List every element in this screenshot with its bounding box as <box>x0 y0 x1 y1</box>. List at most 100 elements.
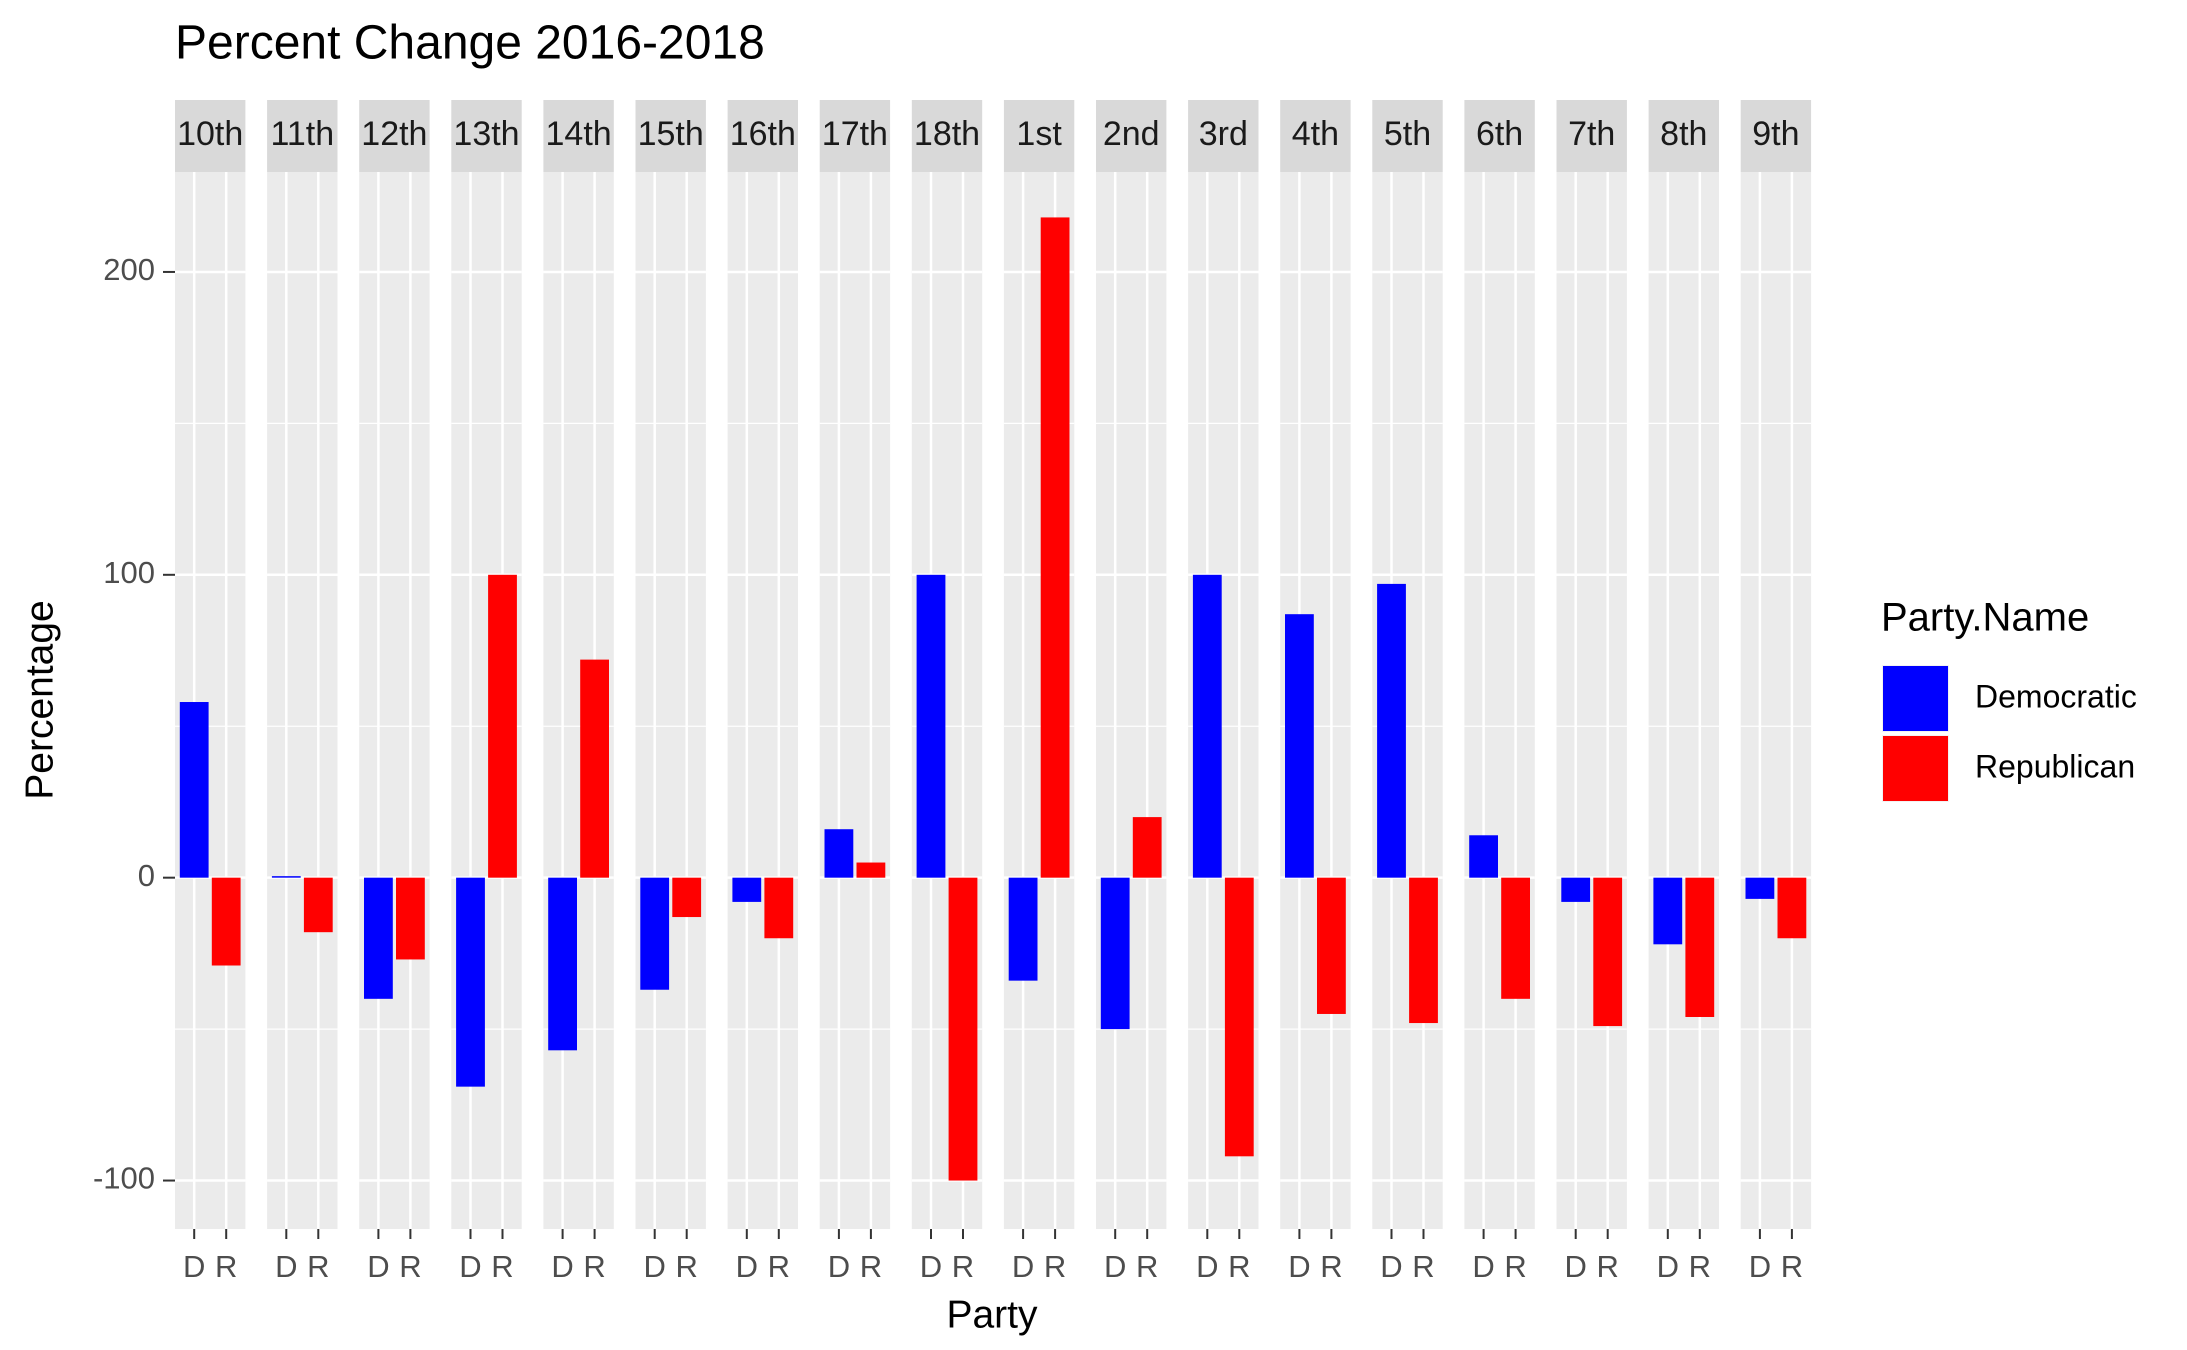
legend-label: Republican <box>1975 748 2135 784</box>
legend-title: Party.Name <box>1881 596 2089 640</box>
strip <box>451 100 522 172</box>
x-tick-label: R <box>768 1249 790 1284</box>
x-tick-label: R <box>1412 1249 1434 1284</box>
x-tick-label: R <box>676 1249 698 1284</box>
bar <box>1040 217 1070 878</box>
x-tick-label: R <box>952 1249 974 1284</box>
x-tick-label: D <box>1657 1249 1679 1284</box>
strip-label: 9th <box>1752 115 1799 153</box>
x-tick-label: R <box>491 1249 513 1284</box>
strip <box>727 100 798 172</box>
bar <box>211 877 241 966</box>
y-axis-label: Percentage <box>18 600 61 799</box>
strip-label: 11th <box>270 115 334 153</box>
strip <box>1556 100 1627 172</box>
legend-label: Democratic <box>1975 678 2137 714</box>
bar <box>1685 877 1715 1017</box>
bar <box>1409 877 1438 1024</box>
x-tick-label: R <box>1597 1249 1619 1284</box>
strip-label: 15th <box>638 115 704 153</box>
x-tick-label: D <box>551 1249 573 1284</box>
bar <box>548 877 577 1051</box>
strip-label: 14th <box>546 115 612 153</box>
x-tick-label: D <box>644 1249 666 1284</box>
strip <box>635 100 706 172</box>
strip-label: 16th <box>730 115 796 153</box>
x-axis-label: Party <box>946 1293 1038 1336</box>
panel <box>1740 172 1812 1229</box>
bar <box>271 876 301 878</box>
strip <box>1372 100 1443 172</box>
strip <box>175 100 246 172</box>
x-tick-label: D <box>1472 1249 1494 1284</box>
x-tick-label: D <box>736 1249 758 1284</box>
strip-label: 7th <box>1568 115 1615 153</box>
strip <box>911 100 983 172</box>
strip-label: 10th <box>177 115 243 153</box>
bar <box>1285 614 1314 878</box>
bar <box>1224 877 1254 1157</box>
strip <box>1464 100 1535 172</box>
y-tick-label: -100 <box>93 1161 155 1196</box>
strip-label: 5th <box>1384 115 1431 153</box>
strip-label: 12th <box>361 115 427 153</box>
y-tick-label: 200 <box>103 252 155 287</box>
x-tick-label: D <box>828 1249 850 1284</box>
bar <box>916 574 946 878</box>
bar <box>580 659 609 878</box>
strip-label: 1st <box>1016 115 1062 153</box>
bar <box>640 877 670 990</box>
panel <box>819 172 891 1229</box>
bar <box>396 877 425 960</box>
bar <box>1377 583 1406 878</box>
bar <box>1561 877 1591 902</box>
strip-label: 18th <box>914 115 980 153</box>
strip-label: 2nd <box>1103 115 1160 153</box>
x-tick-label: R <box>1504 1249 1526 1284</box>
x-tick-label: D <box>920 1249 942 1284</box>
panel <box>359 172 430 1229</box>
bar <box>764 877 794 939</box>
bar <box>1008 877 1038 981</box>
bar <box>456 877 485 1087</box>
x-tick-label: R <box>1136 1249 1158 1284</box>
x-tick-label: R <box>399 1249 421 1284</box>
x-tick-label: R <box>1320 1249 1342 1284</box>
x-tick-label: D <box>1196 1249 1218 1284</box>
strip <box>1188 100 1259 172</box>
strip <box>1648 100 1719 172</box>
x-tick-label: D <box>183 1249 205 1284</box>
bar <box>1777 877 1807 939</box>
legend-swatch <box>1883 666 1948 731</box>
bar <box>364 877 393 999</box>
panel <box>635 172 706 1229</box>
strip-label: 13th <box>453 115 519 153</box>
bar <box>732 877 762 902</box>
bar <box>948 877 978 1181</box>
panel <box>1096 172 1167 1229</box>
strip <box>359 100 430 172</box>
strip <box>543 100 614 172</box>
panel <box>1648 172 1719 1229</box>
strip <box>819 100 891 172</box>
x-tick-label: R <box>215 1249 237 1284</box>
bar <box>303 877 333 933</box>
strip-label: 3rd <box>1199 115 1248 153</box>
bar <box>179 702 209 878</box>
bar <box>1132 817 1162 878</box>
x-tick-label: D <box>275 1249 297 1284</box>
bar <box>488 574 517 878</box>
strip-label: 4th <box>1292 115 1339 153</box>
x-tick-label: R <box>583 1249 605 1284</box>
bar <box>1501 877 1530 999</box>
x-tick-label: D <box>367 1249 389 1284</box>
legend-swatch <box>1883 736 1948 801</box>
strip <box>1003 100 1075 172</box>
bar <box>1317 877 1346 1014</box>
x-tick-label: R <box>307 1249 329 1284</box>
x-tick-label: D <box>1749 1249 1771 1284</box>
panel <box>727 172 798 1229</box>
x-tick-label: D <box>459 1249 481 1284</box>
x-tick-label: D <box>1288 1249 1310 1284</box>
